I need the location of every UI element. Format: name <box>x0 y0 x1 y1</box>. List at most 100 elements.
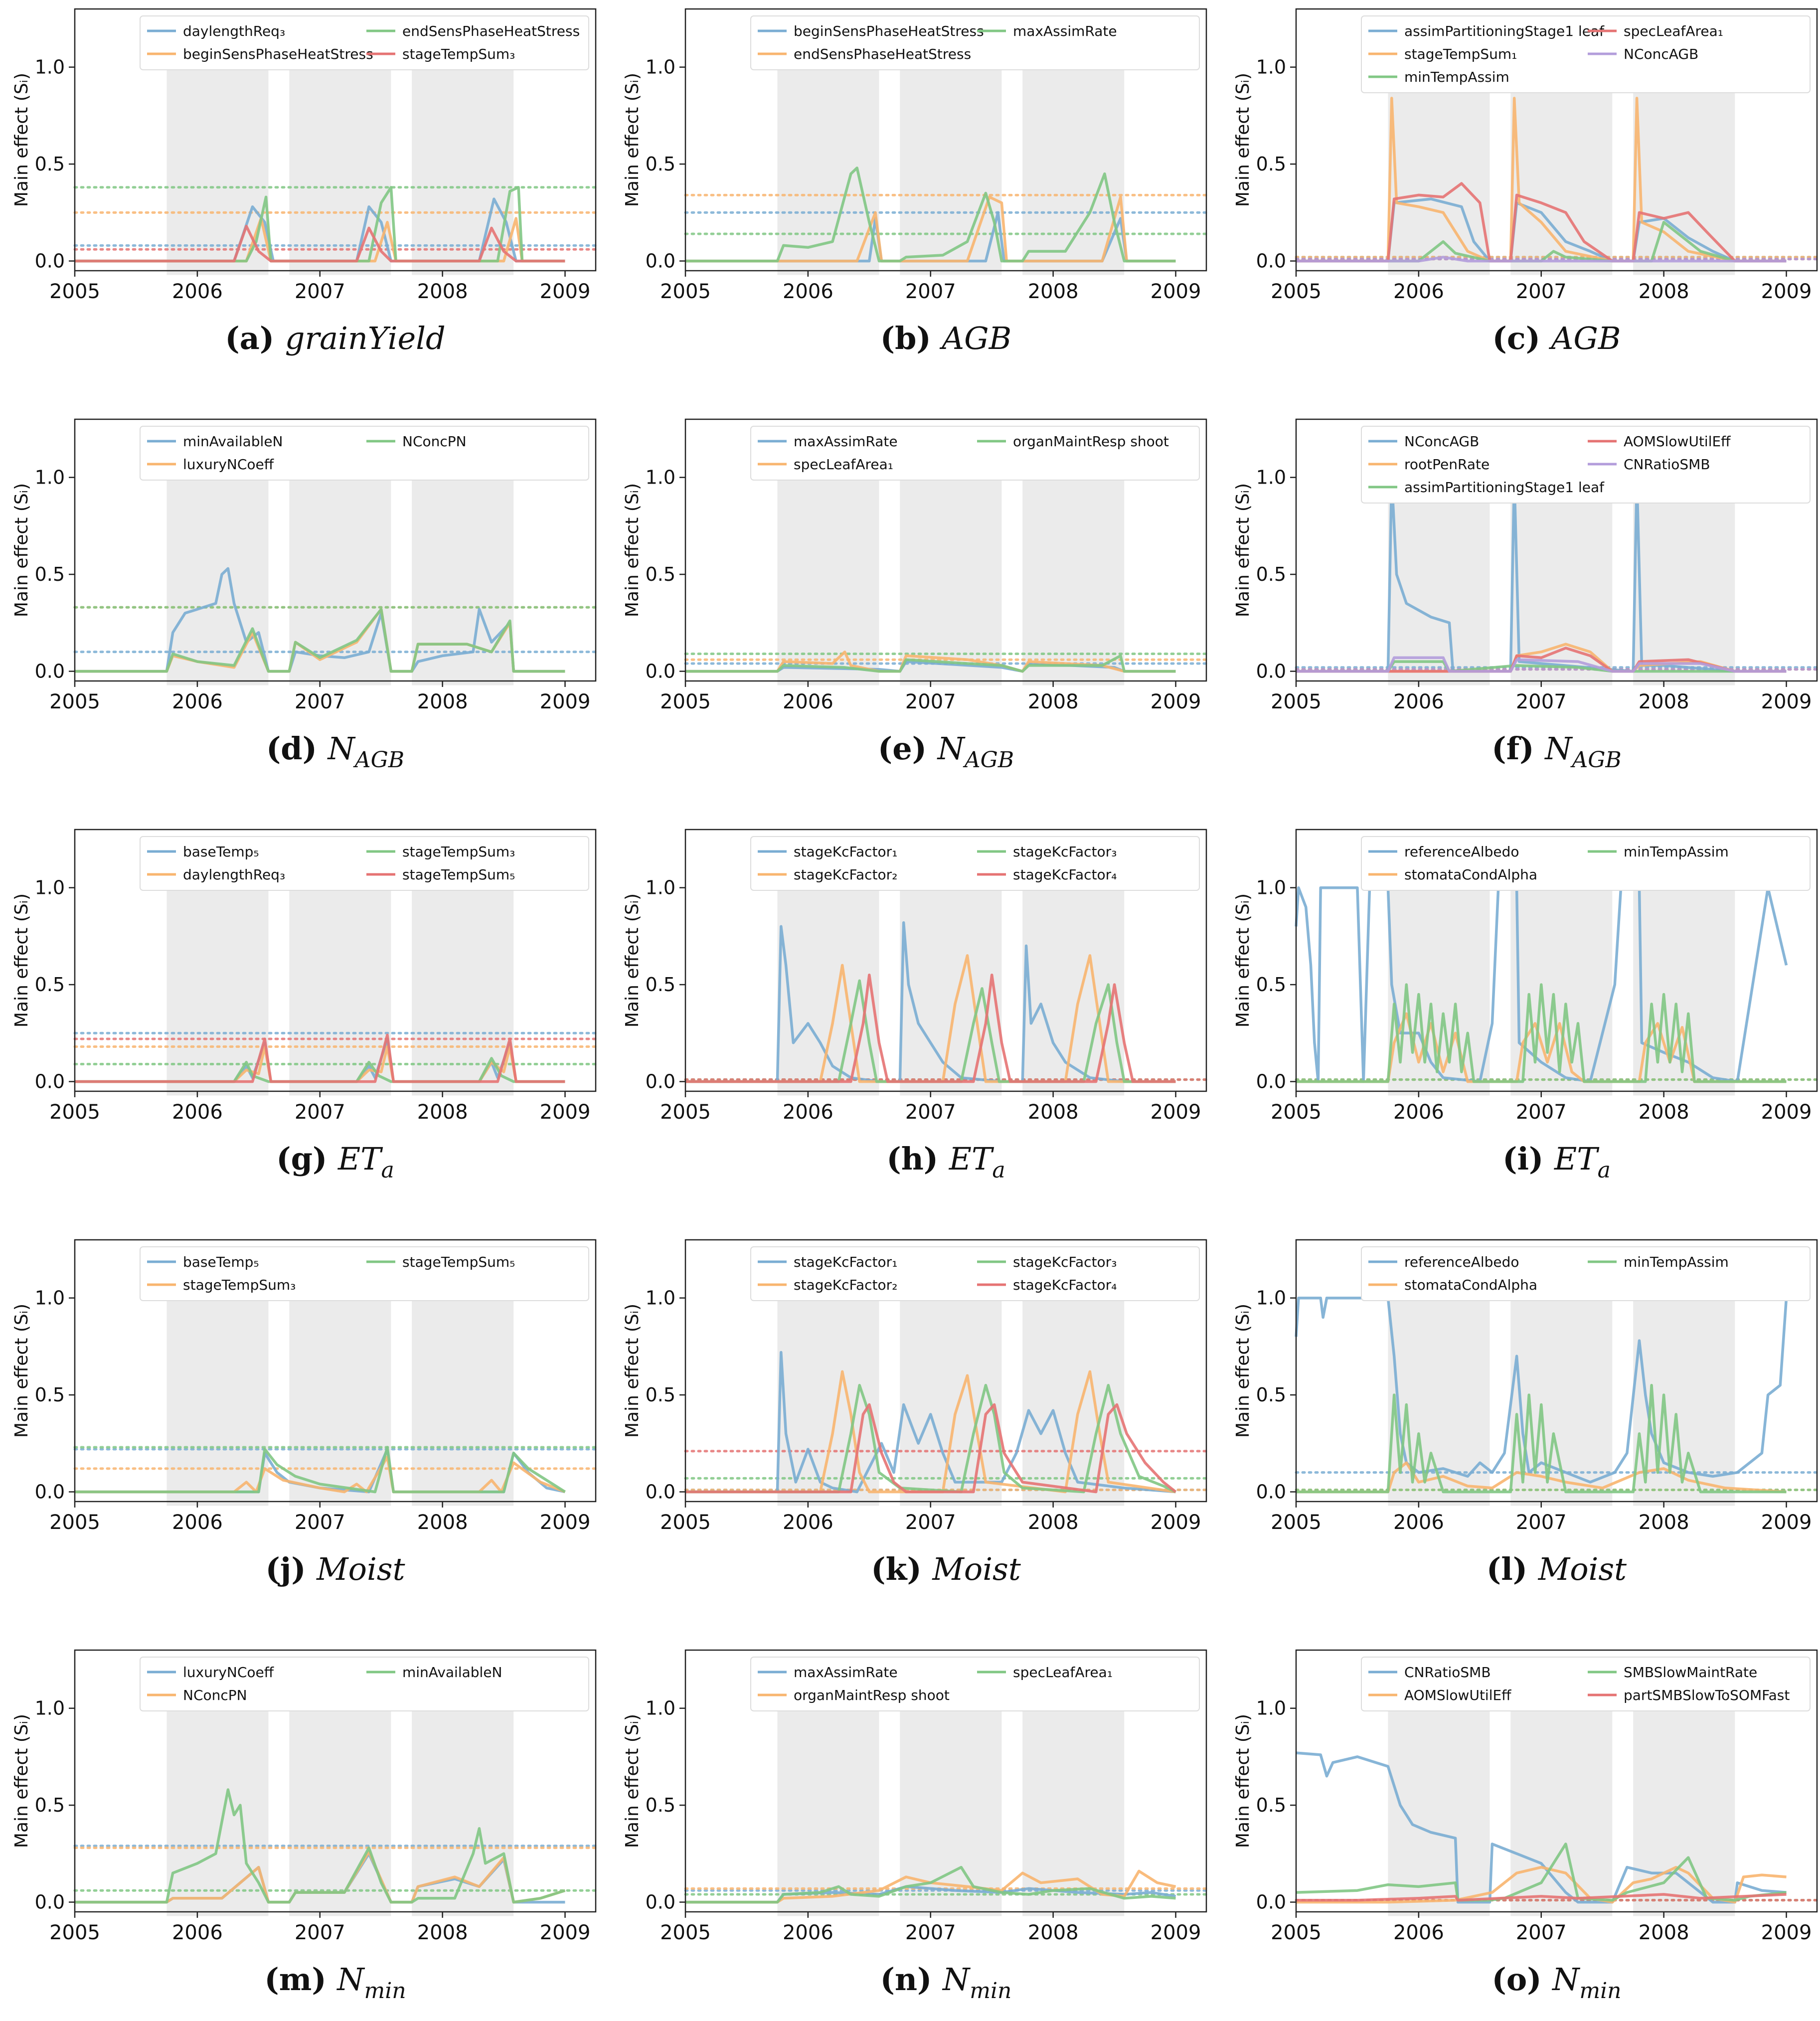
y-tick-label: 1.0 <box>646 1697 675 1719</box>
series-line <box>1296 1893 1787 1902</box>
legend-box <box>1361 1657 1811 1711</box>
legend-entry: CNRatioSMB <box>1624 456 1710 473</box>
y-axis-label: Main effect (Sᵢ) <box>1233 893 1253 1027</box>
x-tick-label: 2008 <box>1639 690 1689 713</box>
x-tick-label: 2006 <box>783 1921 833 1944</box>
y-tick-label: 0.5 <box>35 563 65 585</box>
axes-frame <box>74 829 597 1092</box>
axes-frame <box>74 418 597 682</box>
caption-variable: ET <box>1554 1141 1600 1177</box>
axes-frame <box>74 1649 597 1913</box>
y-tick-label: 0.0 <box>35 1071 65 1093</box>
caption-letter: (h) <box>886 1141 949 1177</box>
x-tick-label: 2007 <box>1516 280 1567 303</box>
legend-box <box>1361 426 1811 504</box>
panel-caption: (k) Moist <box>871 1551 1021 1587</box>
axes-frame <box>684 829 1207 1092</box>
chart-panel-b: 0.0 0.5 1.0 2005 2006 2007 2008 2009 Main effect… <box>622 8 1208 356</box>
legend-box <box>140 15 589 70</box>
series-line <box>1296 656 1787 673</box>
x-tick-label: 2006 <box>172 690 223 713</box>
legend-entry: AOMSlowUtilEff <box>1404 1687 1511 1703</box>
x-tick-label: 2005 <box>660 690 711 713</box>
legend-entry: maxAssimRate <box>794 1664 898 1681</box>
x-tick-label: 2009 <box>1761 280 1812 303</box>
x-tick-label: 2008 <box>1639 1921 1689 1944</box>
x-tick-label: 2008 <box>417 1511 468 1534</box>
x-tick-label: 2008 <box>1028 690 1079 713</box>
x-tick-label: 2005 <box>1271 1921 1322 1944</box>
x-tick-label: 2005 <box>1271 280 1322 303</box>
x-tick-label: 2005 <box>49 280 100 303</box>
panel-caption: (g) ETa <box>276 1141 394 1183</box>
x-tick-label: 2009 <box>1761 1101 1812 1124</box>
axes-frame <box>1295 829 1818 1092</box>
x-tick-label: 2006 <box>783 1101 833 1124</box>
chart-panel-h: 0.0 0.5 1.0 2005 2006 2007 2008 2009 Main effect… <box>622 829 1208 1183</box>
panel-caption: (o) Nmin <box>1492 1961 1622 2004</box>
panel-caption: (m) Nmin <box>264 1961 406 2004</box>
legend-entry: minAvailableN <box>402 1664 502 1681</box>
legend-entry: minAvailableN <box>183 433 283 450</box>
y-tick-label: 0.5 <box>646 1384 675 1406</box>
series-line <box>75 1446 566 1494</box>
axes-frame <box>684 1649 1207 1913</box>
legend: maxAssimRate specLeafArea₁ organMaintResp … <box>750 426 1200 481</box>
y-axis-label: Main effect (Sᵢ) <box>622 893 643 1027</box>
y-tick-label: 0.5 <box>35 1384 65 1406</box>
legend-entry: stageKcFactor₂ <box>794 866 897 883</box>
x-tick-label: 2009 <box>540 1511 591 1534</box>
y-tick-label: 1.0 <box>1256 877 1286 899</box>
panel-caption: (b) AGB <box>880 320 1011 356</box>
series-line <box>1296 97 1787 263</box>
x-tick-label: 2005 <box>660 1101 711 1124</box>
y-tick-label: 1.0 <box>1256 467 1286 489</box>
y-tick-label: 1.0 <box>1256 1697 1286 1719</box>
series-line <box>75 224 565 263</box>
y-tick-label: 0.0 <box>1256 1891 1286 1913</box>
legend-box <box>750 1246 1200 1301</box>
caption-subscript: AGB <box>1570 747 1621 773</box>
x-tick-label: 2009 <box>1761 1921 1812 1944</box>
legend-entry: SMBSlowMaintRate <box>1624 1664 1757 1681</box>
legend-entry: referenceAlbedo <box>1404 843 1519 860</box>
legend-entry: NConcAGB <box>1624 46 1698 62</box>
x-tick-label: 2005 <box>49 1921 100 1944</box>
legend-box <box>1361 1246 1811 1301</box>
axes-frame <box>684 8 1207 272</box>
caption-letter: (o) <box>1492 1961 1553 1998</box>
legend-entry: stomataCondAlpha <box>1404 866 1537 883</box>
legend-box <box>140 426 589 481</box>
y-tick-label: 1.0 <box>1256 1287 1286 1309</box>
panel-caption: (a) grainYield <box>225 320 445 356</box>
y-tick-label: 0.5 <box>646 974 675 996</box>
panel-caption: (d) NAGB <box>266 730 404 773</box>
x-tick-label: 2008 <box>417 1101 468 1124</box>
legend-entry: organMaintResp shoot <box>1013 433 1169 450</box>
x-tick-label: 2006 <box>1393 690 1444 713</box>
x-tick-label: 2008 <box>417 1921 468 1944</box>
y-axis-label: Main effect (Sᵢ) <box>622 1714 643 1848</box>
legend-entry: beginSensPhaseHeatStress <box>794 23 984 39</box>
y-tick-label: 1.0 <box>646 1287 675 1309</box>
legend-box <box>750 1657 1200 1711</box>
x-tick-label: 2007 <box>1516 1921 1567 1944</box>
legend-box <box>750 426 1200 481</box>
caption-variable: N <box>327 730 356 767</box>
y-axis-label: Main effect (Sᵢ) <box>1233 1304 1253 1438</box>
legend-entry: specLeafArea₁ <box>1624 23 1723 39</box>
x-tick-label: 2007 <box>1516 1511 1567 1534</box>
series-line <box>685 1403 1177 1494</box>
caption-variable: AGB <box>1549 320 1621 356</box>
caption-letter: (a) <box>225 320 285 356</box>
chart-panel-m: 0.0 0.5 1.0 2005 2006 2007 2008 2009 Main effect… <box>11 1649 597 2004</box>
series-line <box>685 195 1176 263</box>
series-line <box>685 954 1176 1083</box>
caption-subscript: a <box>381 1158 394 1183</box>
legend-entry: stageKcFactor₄ <box>1013 1277 1117 1293</box>
y-tick-label: 1.0 <box>35 56 65 78</box>
y-tick-label: 1.0 <box>1256 56 1286 78</box>
series-line <box>1296 983 1787 1083</box>
legend-entry: beginSensPhaseHeatStress <box>183 46 373 62</box>
legend-entry: organMaintResp shoot <box>794 1687 950 1703</box>
